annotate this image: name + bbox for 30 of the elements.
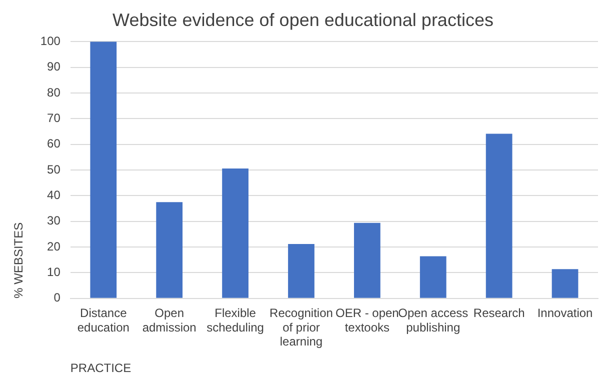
x-tick-label: Innovation	[537, 306, 593, 320]
x-tick-label: Flexible scheduling	[206, 306, 264, 334]
y-tick-label: 80	[47, 85, 61, 100]
x-tick-label: Research	[473, 306, 525, 320]
y-tick-label: 40	[47, 188, 61, 202]
x-tick-label: Distance education	[77, 306, 130, 334]
bar	[288, 244, 314, 298]
bar	[222, 168, 248, 298]
bar	[420, 256, 446, 298]
y-tick-label: 50	[47, 162, 61, 176]
y-tick-label: 0	[54, 290, 61, 305]
y-axis-title: % WEBSITES	[12, 222, 26, 298]
x-tick-label: Recognition of prior learning	[270, 306, 333, 349]
bar	[90, 42, 117, 298]
bar	[552, 269, 578, 298]
y-tick-label: 20	[47, 239, 61, 254]
x-tick-label: OER - open textooks	[335, 306, 399, 334]
x-axis-title: PRACTICE	[70, 361, 132, 376]
chart-title: Website evidence of open educational practices	[112, 10, 494, 30]
y-tick-label: 100	[40, 34, 61, 48]
x-tick-label: Open access publishing	[398, 306, 468, 334]
bar	[486, 134, 512, 298]
y-tick-label: 30	[47, 214, 61, 228]
y-tick-label: 70	[47, 110, 61, 125]
y-tick-label: 10	[47, 265, 61, 280]
bar	[354, 222, 380, 298]
bar	[156, 202, 183, 298]
y-tick-label: 90	[47, 60, 61, 74]
x-tick-label: Open admission	[142, 306, 196, 334]
y-tick-label: 60	[47, 136, 61, 151]
